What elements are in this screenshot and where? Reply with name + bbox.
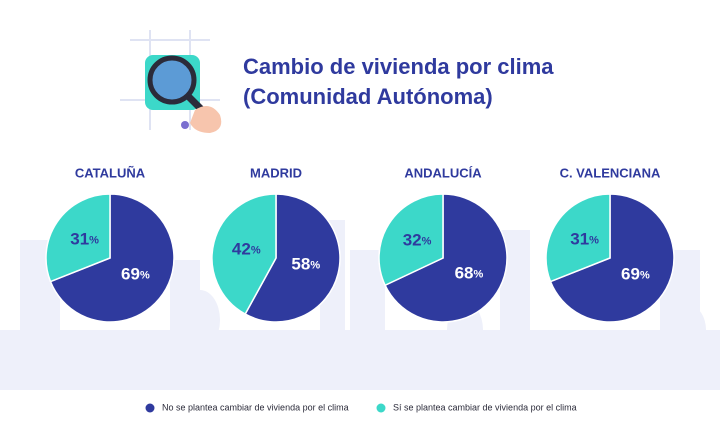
magnifier-icon [120,30,222,133]
chart-title: MADRID [250,165,302,180]
legend-label: Sí se plantea cambiar de vivienda por el… [393,402,577,412]
legend-swatch [145,403,155,413]
value-label: 31% [70,230,99,249]
value-label: 69% [621,265,650,284]
pie-slice [384,193,508,323]
pie-slice [549,193,675,323]
pie-slice [49,193,175,323]
pie-slice [378,193,444,287]
pie-slice [545,193,611,283]
legend-label: No se plantea cambiar de vivienda por el… [162,402,349,412]
title: Cambio de vivienda por clima [243,54,554,79]
subtitle: (Comunidad Autónoma) [243,84,493,109]
value-label: 42% [232,240,261,259]
value-label: 58% [291,255,320,274]
chart-title: C. VALENCIANA [560,165,661,180]
chart-title: CATALUÑA [75,165,146,180]
charts: CATALUÑA 69% 31% MADRID 58% 42% ANDALUCÍA 68% 32… [45,165,675,323]
value-label: 31% [570,230,599,249]
pie-slice [244,193,341,323]
value-label: 69% [121,265,150,284]
legend-swatch [376,403,386,413]
chart-title: ANDALUCÍA [404,165,482,180]
legend: No se plantea cambiar de vivienda por el… [145,402,577,413]
pie-slice [45,193,111,283]
value-label: 32% [403,231,432,250]
value-label: 68% [455,264,484,283]
pie-slice [211,193,277,316]
